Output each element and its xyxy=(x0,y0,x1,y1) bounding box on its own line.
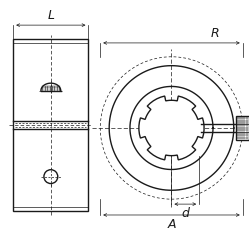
Circle shape xyxy=(44,170,58,183)
Text: L: L xyxy=(47,9,54,22)
Polygon shape xyxy=(139,96,204,160)
Text: A: A xyxy=(167,218,176,231)
Bar xyxy=(236,116,248,140)
Bar xyxy=(13,39,88,211)
Text: R: R xyxy=(211,27,219,40)
Text: d: d xyxy=(182,207,189,220)
